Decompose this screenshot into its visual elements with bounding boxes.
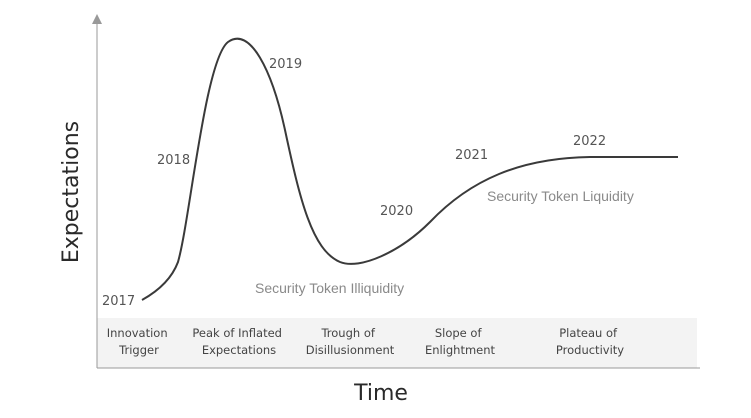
year-label-2022: 2022 [573, 134, 606, 149]
phase-label-plateau: Plateau of Productivity [556, 326, 624, 357]
phase-band [97, 318, 697, 368]
phase-label-trough: Trough of Disillusionment [306, 326, 395, 357]
hype-curve [141, 37, 678, 301]
phase-label-line: Productivity [556, 343, 624, 357]
y-axis-arrow [92, 14, 102, 24]
year-label-2021: 2021 [455, 148, 488, 163]
x-axis-title: Time [353, 381, 408, 406]
phase-label-slope: Slope of Enlightment [425, 326, 496, 357]
phase-label-line: Slope of [435, 326, 483, 340]
phase-label-line: Innovation [107, 326, 168, 340]
phase-label-line: Trigger [118, 343, 159, 357]
phase-label-line: Trough of [320, 326, 375, 340]
phase-label-line: Disillusionment [306, 343, 395, 357]
phase-labels: Innovation Trigger Peak of Inflated Expe… [107, 326, 625, 357]
year-label-2018: 2018 [157, 153, 190, 168]
phase-label-line: Enlightment [425, 343, 496, 357]
axes [92, 14, 700, 369]
phase-label-line: Plateau of [559, 326, 618, 340]
phase-label-peak: Peak of Inflated Expectations [192, 326, 285, 357]
y-axis-title: Expectations [59, 121, 84, 263]
phase-label-innovation-trigger: Innovation Trigger [107, 326, 172, 357]
phase-label-line: Peak of Inflated [192, 326, 282, 340]
year-label-2020: 2020 [380, 204, 413, 219]
zone-label-liquidity: Security Token Liquidity [487, 188, 634, 204]
year-label-2019: 2019 [269, 57, 302, 72]
phase-label-line: Expectations [202, 343, 276, 357]
zone-label-illiquidity: Security Token Illiquidity [255, 280, 404, 296]
year-label-2017: 2017 [102, 294, 135, 309]
